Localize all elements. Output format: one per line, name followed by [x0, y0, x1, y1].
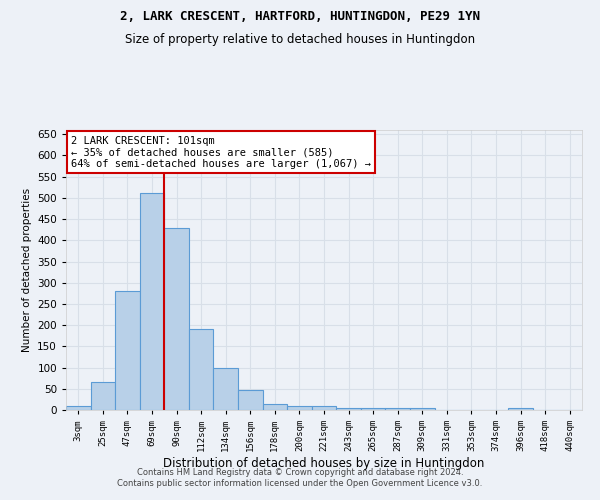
Bar — [410, 408, 434, 410]
Bar — [214, 368, 238, 410]
Bar — [263, 404, 287, 410]
Bar — [508, 408, 533, 410]
Y-axis label: Number of detached properties: Number of detached properties — [22, 188, 32, 352]
Bar — [361, 408, 385, 410]
Bar — [91, 382, 115, 410]
Bar — [140, 193, 164, 410]
X-axis label: Distribution of detached houses by size in Huntingdon: Distribution of detached houses by size … — [163, 457, 485, 470]
Text: 2 LARK CRESCENT: 101sqm
← 35% of detached houses are smaller (585)
64% of semi-d: 2 LARK CRESCENT: 101sqm ← 35% of detache… — [71, 136, 371, 169]
Bar — [238, 390, 263, 410]
Text: Contains HM Land Registry data © Crown copyright and database right 2024.
Contai: Contains HM Land Registry data © Crown c… — [118, 468, 482, 487]
Bar — [189, 330, 214, 410]
Bar — [115, 291, 140, 410]
Bar — [164, 228, 189, 410]
Bar — [385, 408, 410, 410]
Text: Size of property relative to detached houses in Huntingdon: Size of property relative to detached ho… — [125, 32, 475, 46]
Text: 2, LARK CRESCENT, HARTFORD, HUNTINGDON, PE29 1YN: 2, LARK CRESCENT, HARTFORD, HUNTINGDON, … — [120, 10, 480, 23]
Bar — [336, 408, 361, 410]
Bar — [66, 406, 91, 410]
Bar — [287, 406, 312, 410]
Bar — [312, 406, 336, 410]
